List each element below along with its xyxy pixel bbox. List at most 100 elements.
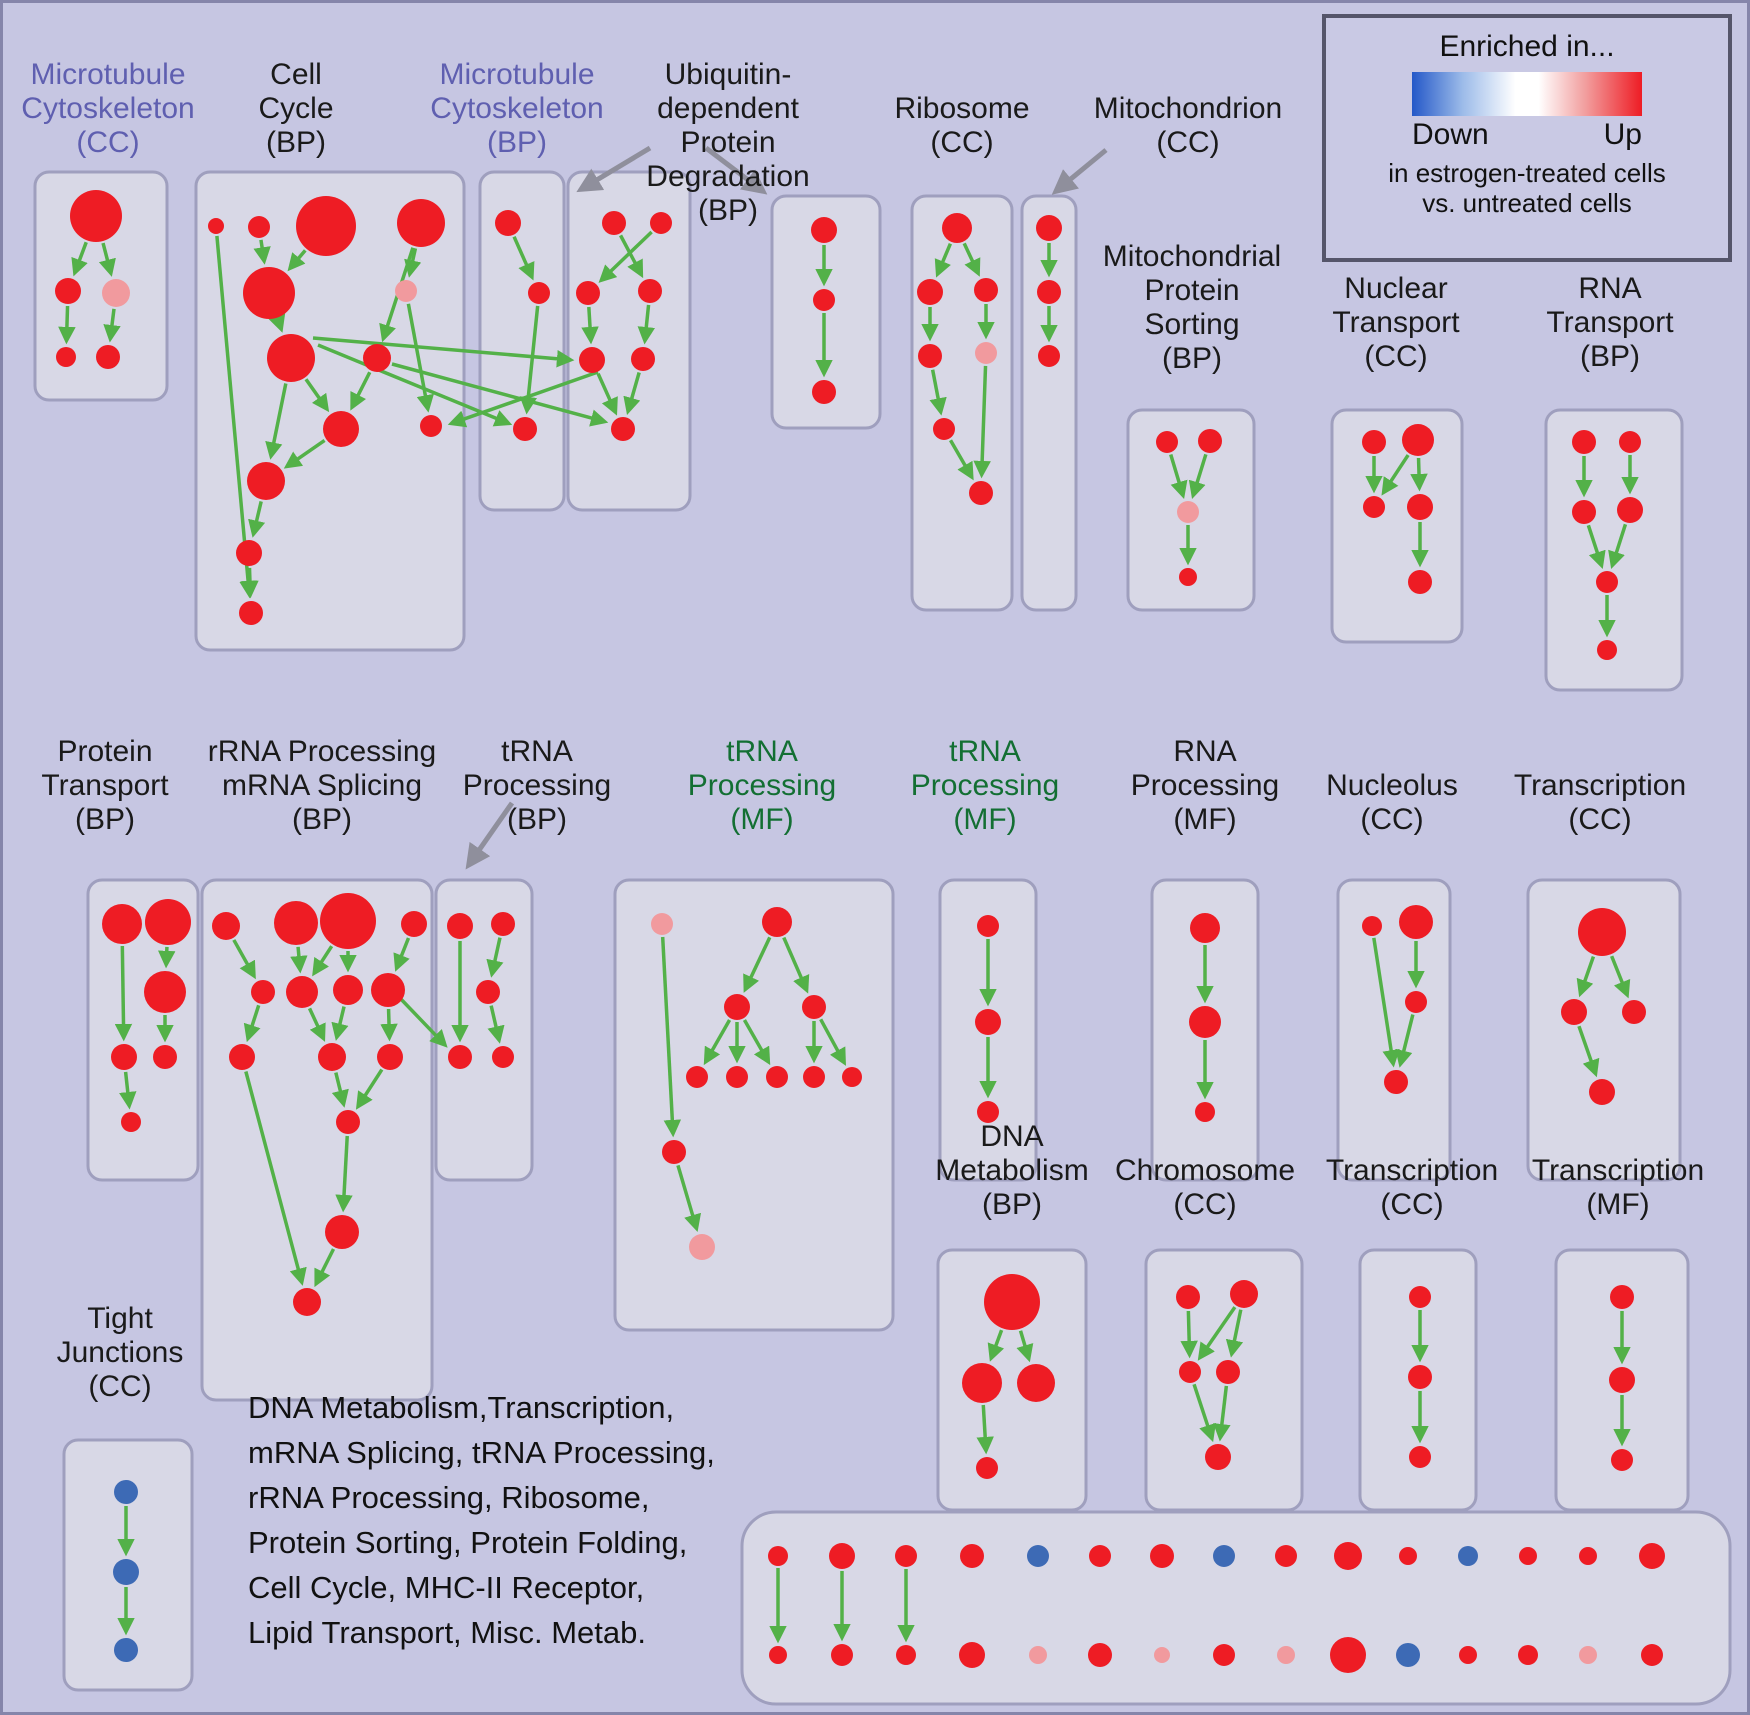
- go-term-node: [1572, 430, 1596, 454]
- group-label-cell-cycle-bp: Cell Cycle (BP): [258, 58, 334, 159]
- go-term-node: [959, 1642, 985, 1668]
- go-term-node: [491, 912, 515, 936]
- group-box-microtubule-bp: [478, 170, 566, 512]
- go-term-node: [1154, 1647, 1170, 1663]
- go-term-node: [1641, 1644, 1663, 1666]
- go-term-node: [1213, 1644, 1235, 1666]
- go-term-node: [576, 281, 600, 305]
- go-term-node: [1362, 430, 1386, 454]
- go-term-node: [1362, 916, 1382, 936]
- edge: [1188, 453, 1208, 499]
- go-term-node: [528, 282, 550, 304]
- go-term-node: [1277, 1646, 1295, 1664]
- go-term-node: [802, 995, 826, 1019]
- group-box-ribosome-cc: [910, 194, 1014, 612]
- go-term-node: [1198, 429, 1222, 453]
- legend-title: Enriched in...: [1439, 30, 1615, 63]
- go-term-node: [896, 1645, 916, 1665]
- go-term-node: [1216, 1360, 1240, 1384]
- edge: [962, 242, 981, 277]
- go-term-node: [1189, 1006, 1221, 1038]
- misc-text-line: Lipid Transport, Misc. Metab.: [248, 1615, 646, 1650]
- edge: [331, 1006, 349, 1041]
- edge: [660, 936, 682, 1138]
- go-term-node: [420, 415, 442, 437]
- go-term-node: [1619, 431, 1641, 453]
- edge: [404, 248, 422, 278]
- go-term-node: [1578, 908, 1626, 956]
- go-term-node: [831, 1644, 853, 1666]
- go-term-node: [638, 279, 662, 303]
- go-term-node: [333, 975, 363, 1005]
- go-term-node: [243, 267, 295, 319]
- go-term-node: [1176, 1285, 1200, 1309]
- edge: [215, 235, 257, 599]
- go-term-node: [1036, 215, 1062, 241]
- go-term-node: [766, 1066, 788, 1088]
- group-label-tight-junctions-cc: Tight Junctions (CC): [56, 1302, 184, 1403]
- edge: [1395, 1014, 1415, 1068]
- go-term-node: [969, 481, 993, 505]
- edge: [158, 946, 176, 969]
- go-term-node: [229, 1044, 255, 1070]
- go-term-node: [1195, 1102, 1215, 1122]
- go-term-node: [70, 190, 122, 242]
- go-term-node: [933, 418, 955, 440]
- go-term-node: [650, 212, 672, 234]
- go-term-node: [56, 347, 76, 367]
- go-term-node: [377, 1044, 403, 1070]
- go-term-node: [686, 1066, 708, 1088]
- group-label-nuclear-transport-cc: Nuclear Transport (CC): [1332, 272, 1460, 373]
- go-term-node: [942, 213, 972, 243]
- go-term-node: [114, 1638, 138, 1662]
- go-term-node: [1572, 500, 1596, 524]
- go-term-node: [1639, 1543, 1665, 1569]
- go-term-node: [842, 1067, 862, 1087]
- edge: [1381, 454, 1410, 496]
- legend-subtitle-1: in estrogen-treated cells: [1388, 158, 1666, 188]
- go-term-node: [363, 344, 391, 372]
- edge: [934, 242, 953, 278]
- edge: [355, 1068, 384, 1110]
- go-term-node: [1589, 1079, 1615, 1105]
- group-box-mixed-functions: [740, 1510, 1732, 1706]
- edge: [119, 1071, 137, 1110]
- go-term-node: [208, 218, 224, 234]
- go-term-node: [1399, 905, 1433, 939]
- misc-text-line: rRNA Processing, Ribosome,: [248, 1480, 650, 1515]
- edge: [268, 313, 286, 333]
- go-term-node: [1363, 496, 1385, 518]
- group-box-transcription-cc-1: [1526, 878, 1682, 1182]
- go-term-node: [1330, 1637, 1366, 1673]
- go-term-node: [1561, 999, 1587, 1025]
- group-label-rrna-processing-mrna-splicing-bp: rRNA Processing mRNA Splicing (BP): [207, 735, 437, 836]
- go-term-node: [495, 210, 521, 236]
- go-term-node: [1190, 913, 1220, 943]
- go-term-node: [1213, 1545, 1235, 1567]
- go-term-node: [1037, 280, 1061, 304]
- edge: [1576, 955, 1596, 998]
- go-term-node: [1617, 497, 1643, 523]
- edge: [1016, 1330, 1034, 1363]
- cross-edge: [447, 370, 599, 428]
- go-term-node: [247, 462, 285, 500]
- group-label-chromosome-cc: Chromosome (CC): [1114, 1154, 1296, 1221]
- group-box-ubiquitin-degradation-bp-2: [770, 194, 882, 430]
- go-term-node: [1230, 1280, 1258, 1308]
- go-term-node: [974, 278, 998, 302]
- go-term-node: [371, 973, 405, 1007]
- go-term-node: [726, 1066, 748, 1088]
- go-term-node: [651, 913, 673, 935]
- group-label-protein-transport-bp: Protein Transport (BP): [41, 735, 169, 836]
- go-term-node: [1029, 1646, 1047, 1664]
- group-label-microtubule-bp: Microtubule Cytoskeleton (BP): [430, 58, 604, 159]
- go-term-node: [1334, 1542, 1362, 1570]
- label-pointer-arrow: [1051, 148, 1108, 195]
- group-box-nucleolus-cc: [1336, 878, 1452, 1182]
- go-term-node: [1596, 571, 1618, 593]
- edge: [58, 305, 76, 345]
- go-term-node: [812, 380, 836, 404]
- group-label-ribosome-cc: Ribosome (CC): [894, 92, 1030, 159]
- go-term-node: [296, 196, 356, 256]
